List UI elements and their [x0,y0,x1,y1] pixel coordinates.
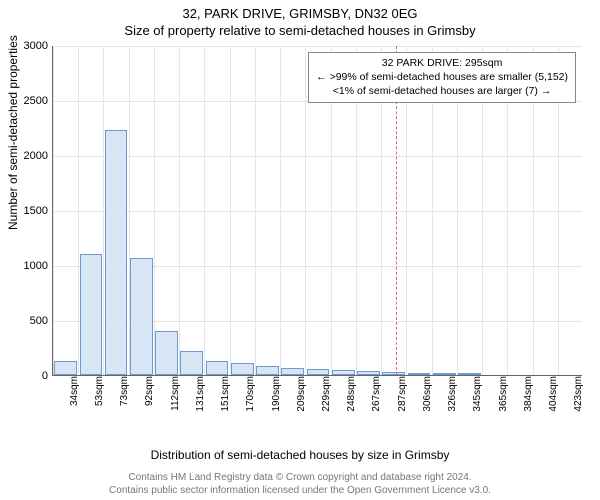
footer-attribution: Contains HM Land Registry data © Crown c… [0,471,600,497]
histogram-bar [433,373,456,375]
gridline-v [230,46,231,375]
x-tick-label: 112sqm [170,376,173,411]
gridline-v [154,46,155,375]
histogram-bar [458,373,481,375]
gridline-v [204,46,205,375]
histogram-bar [307,369,330,375]
histogram-bar [382,372,405,375]
gridline-h [53,46,582,47]
x-tick-label: 73sqm [119,376,122,406]
x-tick-label: 53sqm [94,376,97,406]
footer-line-2: Contains public sector information licen… [0,484,600,497]
x-tick-label: 170sqm [245,376,248,412]
x-tick-label: 151sqm [220,376,223,412]
x-tick-label: 326sqm [447,376,450,412]
histogram-bar [155,331,178,375]
histogram-bar [231,363,254,375]
histogram-bar [80,254,103,375]
x-tick-label: 384sqm [523,376,526,412]
gridline-h [53,156,582,157]
x-tick-label: 345sqm [472,376,475,412]
histogram-bar [357,371,380,375]
histogram-bar [54,361,77,375]
histogram-bar [332,370,355,375]
histogram-bar [408,373,431,375]
x-tick-label: 229sqm [321,376,324,412]
y-tick-label: 2500 [8,95,48,107]
histogram-bar [281,368,304,375]
gridline-v [53,46,54,375]
x-tick-label: 92sqm [144,376,147,406]
y-tick-label: 3000 [8,40,48,52]
x-tick-label: 423sqm [573,376,576,412]
gridline-h [53,211,582,212]
x-tick-label: 131sqm [195,376,198,412]
annotation-line: 32 PARK DRIVE: 295sqm [316,56,568,70]
chart-title: 32, PARK DRIVE, GRIMSBY, DN32 0EG [0,0,600,21]
chart-subtitle: Size of property relative to semi-detach… [0,21,600,38]
gridline-v [305,46,306,375]
annotation-line: <1% of semi-detached houses are larger (… [316,84,568,98]
histogram-bar [105,130,128,375]
x-tick-label: 248sqm [346,376,349,412]
x-tick-label: 404sqm [548,376,551,412]
x-tick-label: 209sqm [296,376,299,412]
gridline-v [179,46,180,375]
x-tick-label: 365sqm [498,376,501,412]
x-tick-label: 267sqm [371,376,374,412]
y-tick-label: 500 [8,315,48,327]
y-tick-label: 2000 [8,150,48,162]
footer-line-1: Contains HM Land Registry data © Crown c… [0,471,600,484]
x-axis-label: Distribution of semi-detached houses by … [0,448,600,462]
plot-region: 05001000150020002500300034sqm53sqm73sqm9… [52,46,582,376]
gridline-v [280,46,281,375]
annotation-box: 32 PARK DRIVE: 295sqm← >99% of semi-deta… [308,52,576,103]
x-tick-label: 190sqm [271,376,274,412]
histogram-bar [180,351,203,375]
y-tick-label: 1000 [8,260,48,272]
histogram-bar [130,258,153,375]
y-axis-label: Number of semi-detached properties [6,35,20,230]
x-tick-label: 306sqm [422,376,425,412]
annotation-line: ← >99% of semi-detached houses are small… [316,70,568,84]
x-tick-label: 34sqm [69,376,72,406]
chart-area: 05001000150020002500300034sqm53sqm73sqm9… [52,46,582,416]
x-tick-label: 287sqm [397,376,400,412]
y-tick-label: 0 [8,370,48,382]
y-tick-label: 1500 [8,205,48,217]
gridline-v [255,46,256,375]
histogram-bar [206,361,229,375]
histogram-bar [256,366,279,375]
